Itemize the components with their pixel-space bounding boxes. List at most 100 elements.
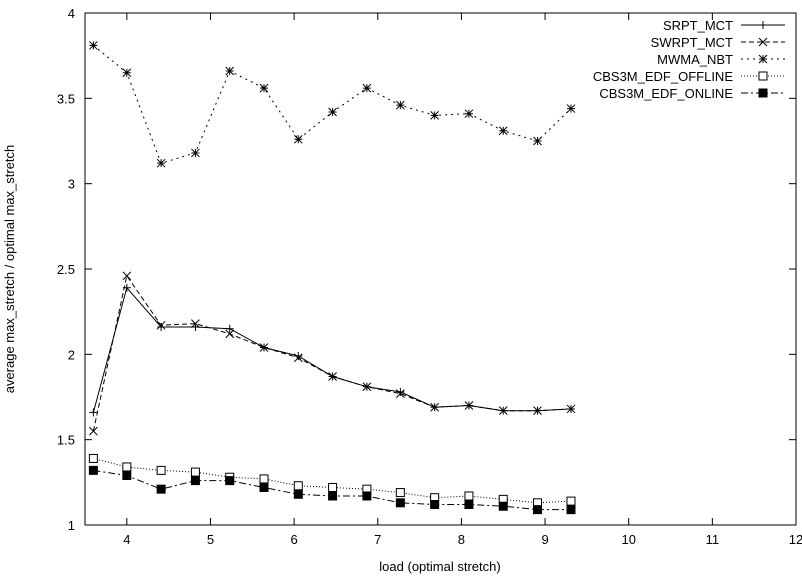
data-point (156, 158, 166, 168)
data-point (259, 482, 269, 492)
data-point (191, 323, 200, 332)
data-point (430, 402, 439, 412)
series-line (92, 286, 572, 413)
data-point (395, 488, 405, 498)
y-tick-label: 4 (68, 6, 75, 21)
data-point (328, 482, 338, 492)
data-point (464, 500, 474, 510)
data-point (156, 484, 166, 494)
data-point (225, 476, 235, 486)
legend-marker (758, 37, 768, 47)
data-point (157, 323, 166, 332)
y-tick-label: 1 (68, 518, 75, 533)
data-point (190, 467, 200, 477)
y-tick-label: 1.5 (57, 433, 75, 448)
data-point (464, 109, 474, 119)
x-tick-label: 5 (207, 532, 214, 547)
data-point (395, 389, 405, 398)
series-line (93, 45, 572, 164)
series-line (92, 274, 572, 432)
data-point (191, 319, 200, 328)
x-tick-label: 11 (706, 532, 720, 547)
y-tick-label: 2 (68, 347, 75, 362)
x-axis-label: load (optimal stretch) (379, 559, 500, 574)
data-point (362, 382, 372, 392)
x-tick-label: 7 (374, 532, 381, 547)
y-tick-label: 3 (68, 177, 75, 192)
data-point (395, 100, 405, 110)
data-point (533, 505, 543, 515)
x-tick-label: 8 (458, 532, 465, 547)
data-point (225, 66, 235, 76)
data-point (328, 107, 337, 117)
data-point (430, 500, 440, 510)
x-tick-label: 12 (789, 532, 802, 547)
data-point (156, 465, 166, 475)
data-point (293, 353, 303, 363)
series-swrpt-mct (89, 271, 576, 436)
legend-label: MWMA_NBT (657, 52, 733, 67)
data-point (498, 406, 508, 416)
data-point (362, 491, 372, 501)
data-point (396, 387, 405, 396)
data-point (328, 372, 337, 381)
data-point (156, 320, 166, 330)
data-point (293, 489, 303, 499)
data-point (225, 329, 235, 339)
data-point (122, 471, 132, 481)
legend-marker (758, 88, 768, 98)
data-point (89, 41, 98, 50)
legend-label: SWRPT_MCT (651, 35, 733, 50)
data-point (122, 271, 132, 281)
data-point (191, 148, 200, 158)
legend-label: SRPT_MCT (663, 18, 733, 33)
data-point (122, 462, 132, 472)
data-point (533, 406, 542, 416)
x-tick-label: 10 (621, 532, 635, 547)
data-point (88, 453, 98, 463)
x-tick-label: 4 (123, 532, 130, 547)
series-srpt-mct (89, 283, 575, 417)
data-point (259, 343, 269, 352)
data-point (190, 476, 200, 486)
legend-marker (759, 21, 767, 29)
y-axis-label: average max_stretch / optimal max_stretc… (2, 145, 17, 394)
series-group (88, 41, 576, 515)
data-point (464, 401, 474, 410)
legend: SRPT_MCT SWRPT_MCT MWMA_NBT CBS3M_EDF_OFFLI… (593, 18, 785, 101)
data-point (533, 136, 542, 146)
data-point (566, 496, 576, 506)
legend-marker (758, 71, 768, 81)
data-point (498, 501, 508, 511)
data-point (259, 474, 269, 484)
legend-marker (758, 54, 768, 64)
data-point (259, 83, 269, 93)
data-point (464, 491, 474, 501)
data-point (498, 126, 508, 136)
data-point (362, 83, 372, 93)
x-tick-label: 6 (291, 532, 298, 547)
data-point (225, 324, 234, 333)
y-tick-label: 3.5 (57, 91, 75, 106)
legend-label: CBS3M_EDF_OFFLINE (593, 69, 733, 84)
data-point (566, 404, 576, 414)
data-point (122, 68, 132, 78)
data-point (88, 465, 98, 475)
data-point (566, 104, 576, 113)
series-mwma-nbt (89, 41, 576, 168)
data-point (566, 505, 576, 515)
data-point (293, 134, 303, 144)
y-tick-label: 2.5 (57, 262, 75, 277)
data-point (430, 111, 439, 120)
data-point (294, 352, 303, 361)
data-point (328, 491, 338, 501)
data-point (293, 481, 303, 491)
data-point (395, 498, 405, 508)
axis-ticks: 4 5 6 7 8 9 10 11 12 1 1.5 2 2.5 3 3.5 4 (57, 6, 802, 547)
legend-label: CBS3M_EDF_ONLINE (599, 86, 733, 101)
data-point (89, 408, 98, 417)
series-cbs3m-edf-online (88, 465, 576, 515)
data-point (89, 426, 98, 436)
x-tick-label: 9 (541, 532, 548, 547)
